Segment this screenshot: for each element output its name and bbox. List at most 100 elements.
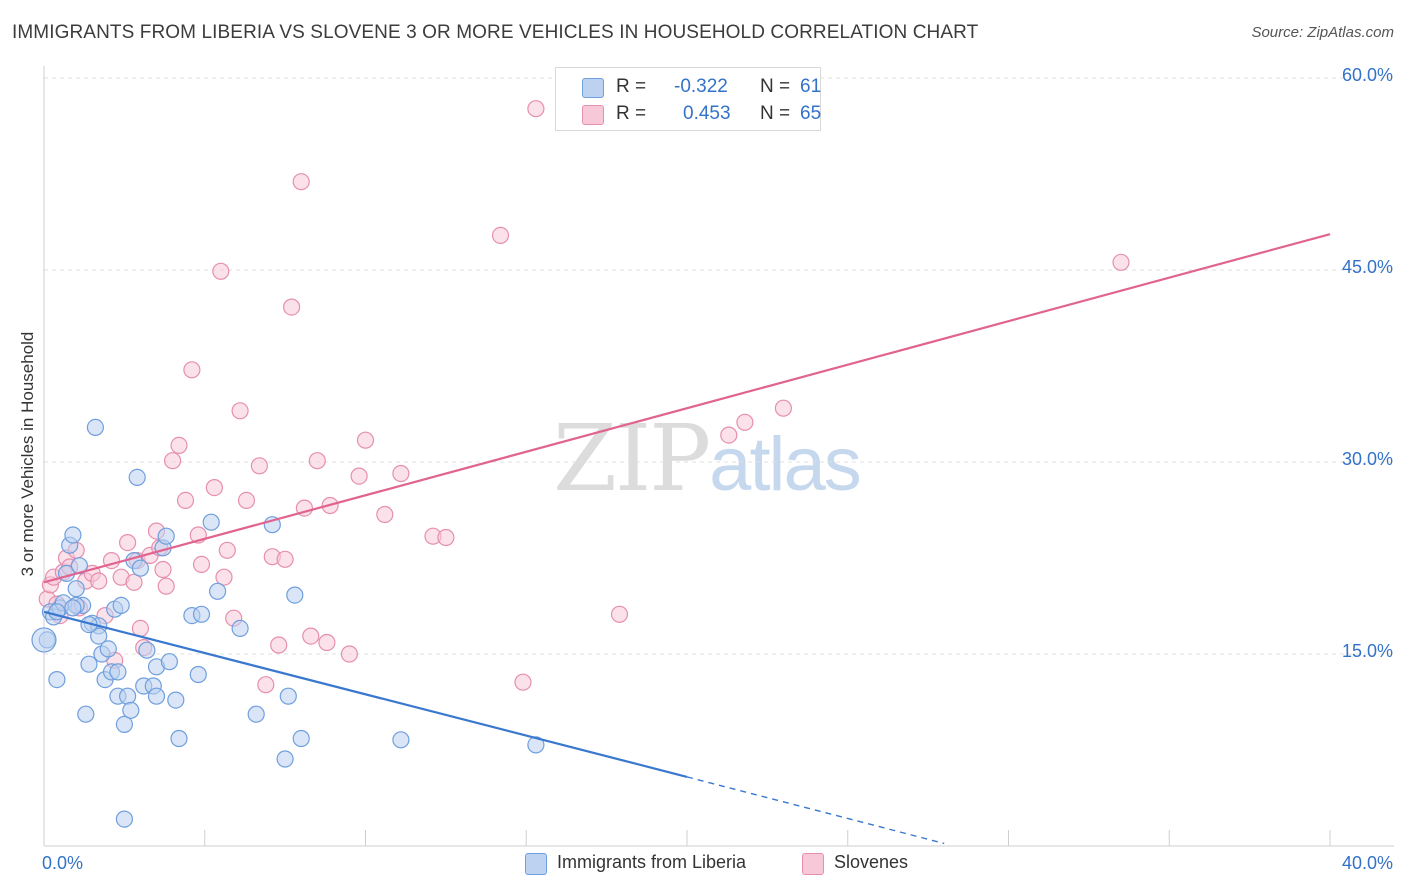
liberia-point: [64, 526, 82, 544]
liberia-point: [527, 736, 545, 754]
slovenes-point: [154, 560, 172, 579]
slovenes-point: [308, 452, 326, 470]
slovenes-point: [736, 413, 754, 431]
slovenes-point: [318, 633, 336, 652]
liberia-point: [31, 627, 57, 653]
slovenes-point: [527, 100, 545, 118]
liberia-point: [67, 580, 85, 598]
slovenes-point: [157, 577, 175, 595]
slovenes-point: [215, 568, 233, 586]
liberia-point: [131, 559, 149, 577]
liberia-point: [118, 687, 137, 705]
liberia-point: [160, 653, 178, 671]
liberia-point: [286, 586, 304, 604]
liberia-point: [157, 527, 175, 545]
slovenes-point: [276, 550, 294, 568]
y-axis-label: 3 or more Vehicles in Household: [18, 331, 37, 577]
slovenes-point: [437, 528, 455, 547]
liberia-point: [189, 665, 207, 684]
slovenes-point: [250, 457, 268, 475]
bottom-legend-swatch-pink: [802, 853, 824, 875]
slovenes-point: [218, 541, 236, 559]
slovenes-point: [183, 361, 201, 379]
liberia-point: [80, 655, 98, 673]
slovenes-point: [283, 298, 301, 316]
slovenes-point: [491, 226, 510, 244]
liberia-point: [209, 582, 227, 600]
legend-n-label: N =: [760, 103, 791, 124]
legend-swatch-pink: [582, 105, 604, 125]
liberia-point: [115, 715, 134, 734]
liberia-point: [48, 670, 66, 689]
slovenes-point: [270, 636, 288, 654]
slovenes-point: [302, 627, 320, 645]
legend-n-value: 65: [800, 103, 822, 124]
slovenes-point: [514, 673, 532, 691]
slovenes-point: [356, 431, 375, 449]
slovenes-point: [257, 676, 275, 694]
stats-legend: R = -0.322 N = 61 R = 0.453 N = 65: [555, 67, 821, 131]
slovenes-trend-line: [43, 233, 1331, 584]
liberia-trend-line: [43, 610, 688, 778]
slovenes-point: [350, 467, 368, 485]
slovenes-point: [231, 402, 249, 420]
slovenes-point: [237, 491, 256, 509]
liberia-point: [77, 705, 95, 723]
slovenes-point: [176, 491, 195, 509]
slovenes-point: [125, 573, 143, 591]
slovenes-point: [610, 605, 629, 623]
liberia-point: [86, 418, 105, 436]
liberia-point: [279, 687, 297, 705]
liberia-point: [147, 687, 166, 705]
liberia-point: [167, 691, 185, 709]
liberia-point: [122, 701, 140, 719]
bottom-legend-label: Slovenes: [834, 852, 909, 872]
legend-r-value: -0.322: [674, 76, 728, 97]
y-tick-label: 15.0%: [1341, 641, 1393, 661]
liberia-point: [115, 810, 134, 828]
legend-r-label: R =: [616, 76, 647, 97]
y-tick-label: 45.0%: [1341, 257, 1393, 277]
legend-r-label: R =: [616, 103, 647, 124]
liberia-point: [99, 640, 117, 658]
slovenes-point: [774, 399, 793, 417]
slovenes-point: [90, 572, 108, 590]
liberia-point: [138, 641, 156, 659]
y-tick-label: 30.0%: [1341, 449, 1393, 469]
liberia-point: [202, 513, 220, 531]
slovenes-point: [205, 479, 223, 497]
chart-title: IMMIGRANTS FROM LIBERIA VS SLOVENE 3 OR …: [12, 22, 979, 43]
liberia-point: [170, 729, 188, 748]
liberia-point: [231, 619, 249, 638]
x-tick-label-max: 40.0%: [1341, 853, 1393, 873]
slovenes-point: [340, 645, 358, 663]
legend-n-value: 61: [800, 76, 822, 97]
x-tick-label-min: 0.0%: [42, 853, 84, 873]
source-label: Source: ZipAtlas.com: [1251, 24, 1394, 41]
legend-swatch-blue: [582, 78, 604, 98]
bottom-legend-swatch-blue: [525, 853, 547, 875]
slovenes-point: [720, 426, 738, 444]
liberia-point: [112, 596, 130, 615]
y-tick-label: 60.0%: [1341, 65, 1393, 85]
legend-n-label: N =: [760, 76, 791, 97]
liberia-point: [247, 705, 265, 723]
bottom-legend-label: Immigrants from Liberia: [557, 852, 747, 872]
slovenes-point: [164, 452, 182, 470]
liberia-trend-extension: [686, 776, 945, 845]
liberia-point: [90, 627, 108, 645]
liberia-point: [392, 731, 410, 749]
slovenes-point: [212, 262, 230, 280]
liberia-point: [64, 599, 82, 617]
liberia-point: [109, 663, 127, 681]
slovenes-point: [170, 436, 188, 454]
slovenes-point: [1112, 253, 1130, 271]
slovenes-point: [292, 173, 310, 191]
slovenes-point: [376, 505, 394, 524]
legend-r-value: 0.453: [683, 103, 731, 124]
liberia-point: [192, 605, 211, 623]
slovenes-point: [192, 555, 211, 574]
slovenes-point: [118, 533, 137, 552]
liberia-point: [292, 729, 310, 748]
